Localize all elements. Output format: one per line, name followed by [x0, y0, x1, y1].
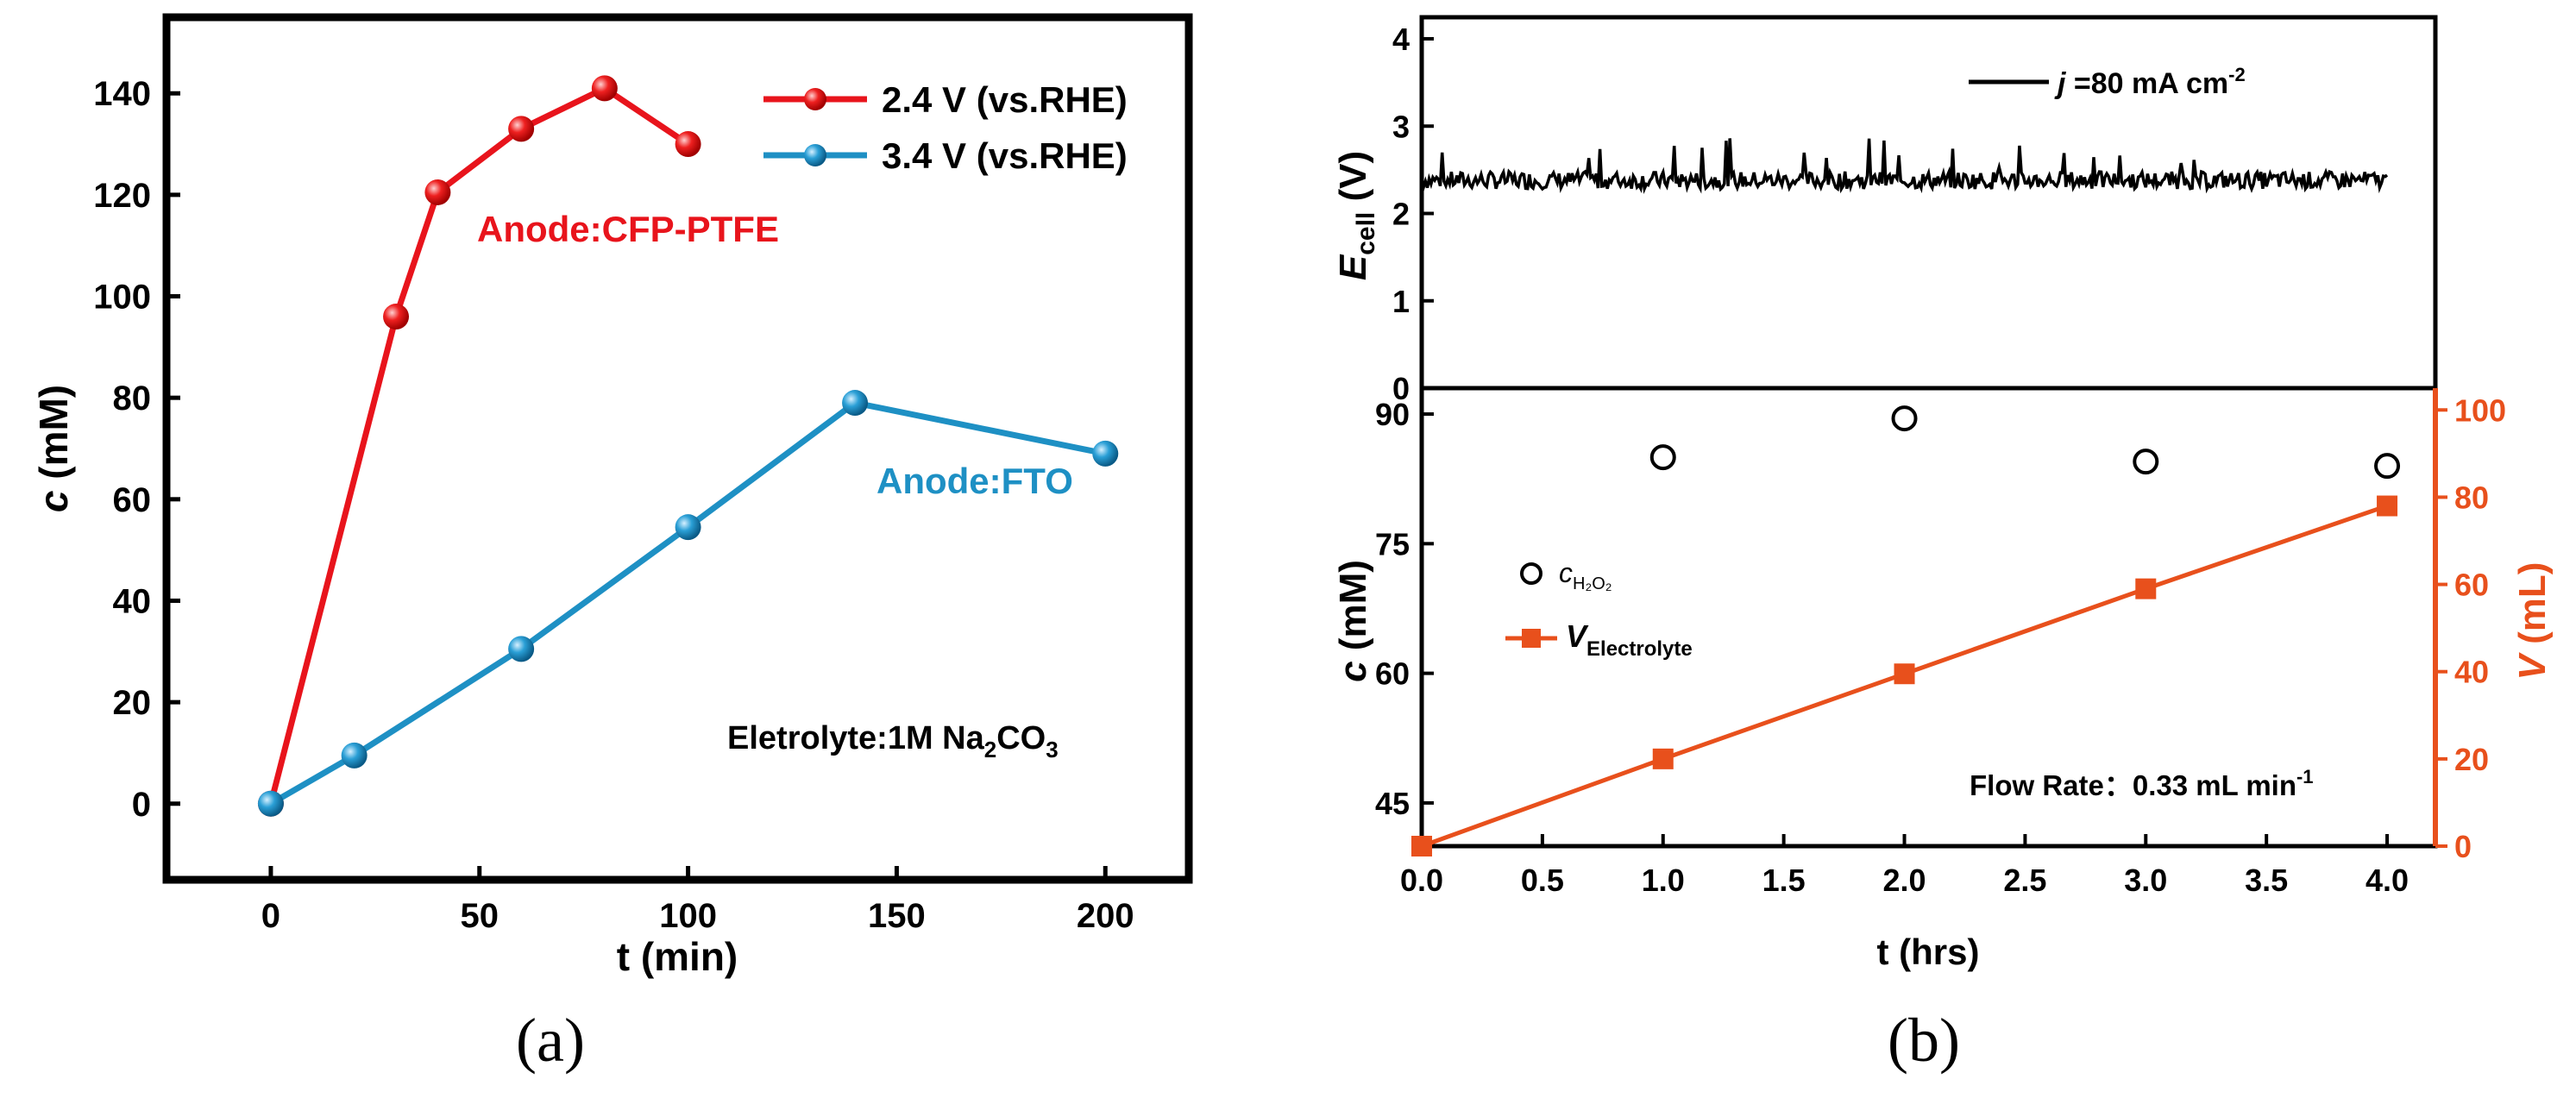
legend-label-volume: VElectrolyte [1566, 618, 1693, 661]
data-point-3-4v [508, 636, 535, 662]
data-point-2-4v [591, 75, 618, 102]
x-tick-label: 3.0 [2124, 863, 2167, 898]
legend-marker-volume [1522, 629, 1541, 648]
y-tick-label: 60 [113, 481, 152, 519]
panel-a-x-axis-label: t (min) [617, 934, 738, 979]
x-tick-label: 0.0 [1400, 863, 1443, 898]
data-point-volume [2135, 578, 2157, 599]
x-tick-label: 50 [461, 897, 499, 935]
x-tick-label: 2.0 [1883, 863, 1926, 898]
x-tick-label: 1.5 [1762, 863, 1806, 898]
y-tick-label: 0 [1392, 371, 1410, 406]
panel-b-top-y-ticks: 0 1 2 3 4 [1392, 22, 1434, 406]
y-tick-label: 20 [113, 684, 152, 722]
legend-label-3-4v: 3.4 V (vs.RHE) [882, 135, 1128, 176]
x-tick-label: 4.0 [2366, 863, 2409, 898]
y-tick-label: 2 [1392, 197, 1410, 232]
series-line-3-4v [269, 399, 1106, 806]
annotation-flow-rate: Flow Rate：0.33 mL min-1 [1970, 766, 2314, 801]
data-point-3-4v [675, 514, 701, 541]
panel-a-series [257, 75, 1119, 817]
y-tick-label: 100 [93, 279, 151, 317]
panel-a-frame [162, 13, 1193, 884]
panel-b-frame [1419, 15, 2438, 849]
x-tick-label: 100 [659, 897, 717, 935]
panel-b-ecell-series [1420, 138, 2389, 194]
legend-label-h2o2: cH₂O₂ [1559, 557, 1612, 593]
y-tick-label: 90 [1375, 397, 1410, 432]
series-line-ecell [1420, 138, 2389, 194]
y-tick-label: 40 [113, 582, 152, 620]
y-tick-label: 0 [132, 786, 151, 824]
data-point-2-4v [508, 116, 535, 142]
y-tick-label: 60 [1375, 656, 1410, 692]
panel-a-y-axis-label: c (mM) [31, 385, 76, 512]
x-tick-label: 200 [1077, 897, 1134, 935]
annotation-electrolyte: Eletrolyte:1M Na2CO3 [727, 720, 1059, 762]
data-point-3-4v [257, 790, 284, 817]
panel-b-bottom-legend: cH₂O₂ VElectrolyte [1505, 557, 1693, 661]
annotation-anode-cfp-ptfe: Anode:CFP-PTFE [477, 209, 779, 249]
y2-tick-label: 100 [2454, 392, 2506, 428]
x-tick-label: 0.5 [1521, 863, 1564, 898]
data-point-volume [1652, 748, 1674, 769]
data-point-3-4v [842, 390, 869, 417]
legend-label-current-density: j =80 mA cm-2 [2054, 64, 2246, 100]
panel-b-right-y-ticks: 0 20 40 60 80 100 [2435, 392, 2506, 864]
data-point-2-4v [424, 179, 451, 205]
y-tick-label: 80 [113, 380, 152, 417]
panel-a-label: (a) [516, 1006, 585, 1075]
y2-tick-label: 40 [2454, 655, 2489, 690]
panel-b-top-legend: j =80 mA cm-2 [1969, 64, 2246, 100]
y-tick-label: 140 [93, 75, 151, 113]
data-point-2-4v [675, 131, 701, 158]
y-tick-label: 75 [1375, 526, 1410, 562]
y2-tick-label: 0 [2454, 829, 2472, 864]
x-tick-label: 3.5 [2245, 863, 2288, 898]
y-tick-label: 4 [1392, 22, 1410, 57]
y2-tick-label: 60 [2454, 568, 2489, 603]
panel-b: 0 1 2 3 4 45 60 75 90 0 20 40 60 80 100 0.0 0.5 1.0 1.5… [1332, 15, 2554, 1075]
data-point-3-4v [341, 742, 368, 769]
legend-label-2-4v: 2.4 V (vs.RHE) [882, 79, 1128, 120]
panel-a-legend: 2.4 V (vs.RHE) 3.4 V (vs.RHE) [763, 79, 1128, 176]
data-point-volume [2377, 495, 2398, 517]
legend-marker-2-4v [804, 88, 826, 110]
y-tick-label: 120 [93, 177, 151, 215]
y2-tick-label: 80 [2454, 480, 2489, 515]
x-tick-label: 2.5 [2003, 863, 2046, 898]
panel-a-y-ticks: 0 20 40 60 80 100 120 140 [93, 75, 180, 824]
data-point-h2o2 [2374, 453, 2401, 480]
y-tick-label: 1 [1392, 284, 1410, 319]
data-point-h2o2 [1649, 444, 1676, 471]
annotation-anode-fto: Anode:FTO [876, 461, 1073, 501]
y2-tick-label: 20 [2454, 742, 2489, 777]
legend-marker-3-4v [804, 144, 826, 166]
data-point-volume [1894, 663, 1915, 685]
panel-b-bottom-series [1411, 405, 2401, 856]
series-line-2-4v [267, 85, 690, 805]
panel-b-x-ticks: 0.0 0.5 1.0 1.5 2.0 2.5 3.0 3.5 4.0 [1400, 834, 2409, 898]
data-point-h2o2 [1891, 405, 1918, 432]
panel-b-x-axis-label: t (hrs) [1877, 932, 1980, 972]
data-point-3-4v [1092, 440, 1119, 467]
panel-b-top-y-axis-label: Ecell (V) [1332, 151, 1380, 280]
data-point-h2o2 [2133, 449, 2159, 475]
y-tick-label: 3 [1392, 109, 1410, 144]
data-point-volume [1411, 836, 1432, 856]
panel-b-bottom-y-ticks: 45 60 75 90 [1375, 397, 1434, 821]
y-tick-label: 45 [1375, 786, 1410, 821]
x-tick-label: 150 [868, 897, 926, 935]
panel-b-bottom-y-axis-label: c (mM) [1332, 560, 1374, 682]
x-tick-label: 1.0 [1642, 863, 1685, 898]
data-point-2-4v [383, 304, 410, 330]
legend-marker-h2o2 [1520, 562, 1542, 585]
panel-b-right-y-axis-label: V (mL) [2511, 562, 2554, 681]
panel-a-x-ticks: 0 50 100 150 200 [261, 866, 1134, 935]
panel-b-label: (b) [1888, 1006, 1960, 1075]
x-tick-label: 0 [261, 897, 280, 935]
